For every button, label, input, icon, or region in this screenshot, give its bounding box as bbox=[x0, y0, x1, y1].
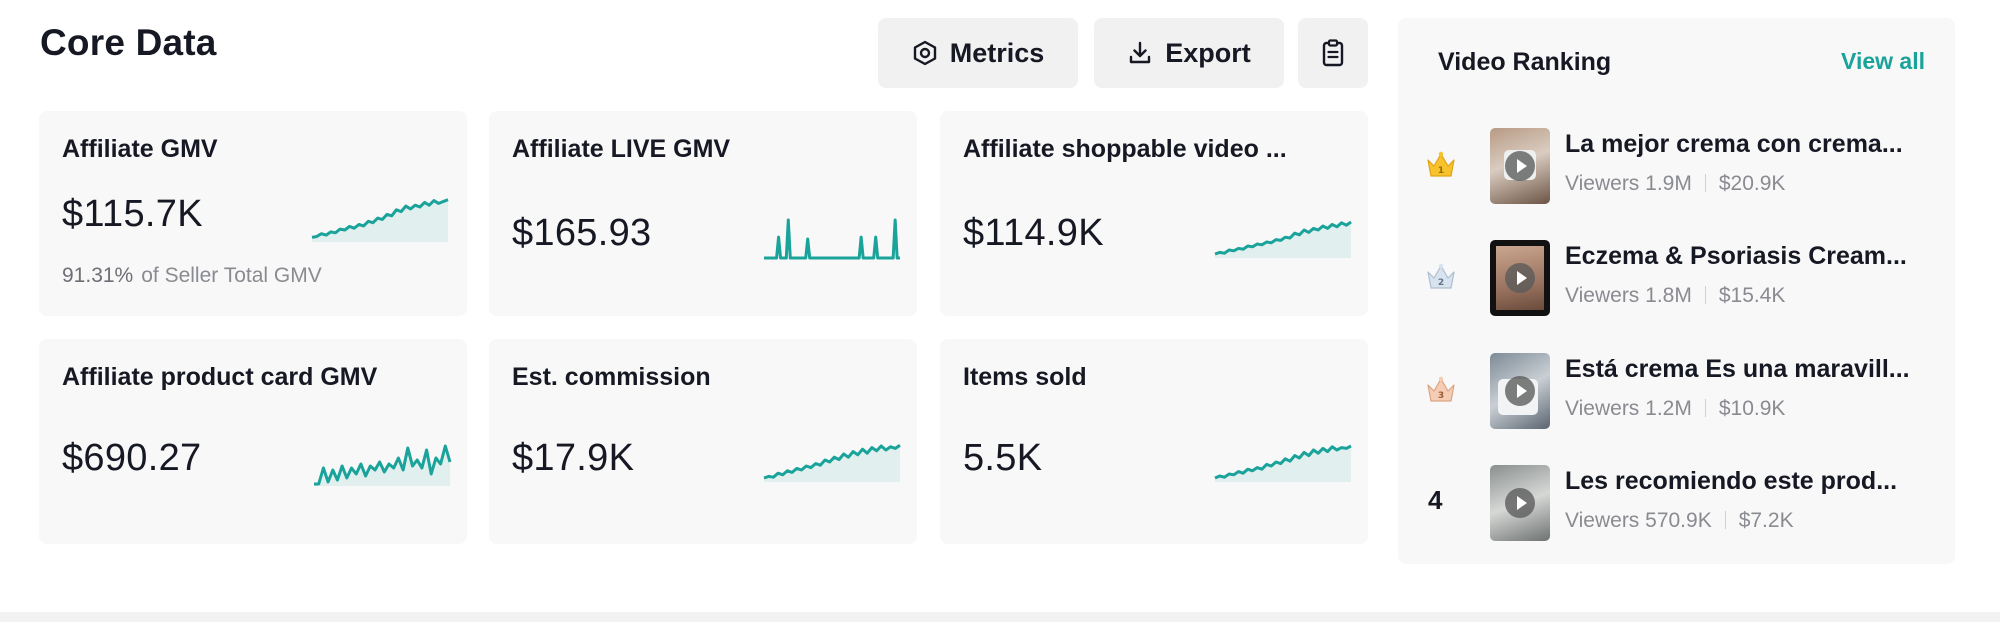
export-label: Export bbox=[1165, 37, 1251, 68]
video-stats: Viewers 1.8M $15.4K bbox=[1565, 284, 1785, 308]
video-title: Eczema & Psoriasis Cream... bbox=[1565, 242, 1907, 270]
trend-sparkline bbox=[314, 444, 452, 486]
divider bbox=[1704, 399, 1706, 417]
section-divider bbox=[0, 612, 2000, 622]
metrics-label: Metrics bbox=[949, 37, 1045, 68]
sparkline-line bbox=[1214, 444, 1352, 480]
ranking-item-4[interactable]: 4 Les recomiendo este prod... Viewers 57… bbox=[1398, 461, 1955, 545]
rank-number: 1 bbox=[1438, 166, 1444, 176]
metric-card-affiliate-product-card-gmv[interactable]: Affiliate product card GMV $690.27 bbox=[39, 339, 467, 544]
play-icon bbox=[1505, 263, 1535, 293]
video-thumbnail[interactable] bbox=[1490, 353, 1550, 429]
trend-sparkline bbox=[1214, 220, 1352, 258]
video-ranking-panel: Video Ranking View all 1 La mejor crema … bbox=[1398, 18, 1955, 564]
card-title: Est. commission bbox=[512, 363, 711, 391]
rank-number: 3 bbox=[1438, 391, 1444, 401]
ranking-item-1[interactable]: 1 La mejor crema con crema... Viewers 1.… bbox=[1398, 124, 1955, 208]
clipboard-icon bbox=[1320, 39, 1346, 67]
card-value: $114.9K bbox=[963, 212, 1104, 254]
video-title: La mejor crema con crema... bbox=[1565, 130, 1903, 158]
video-stats: Viewers 1.2M $10.9K bbox=[1565, 397, 1785, 421]
card-title: Affiliate LIVE GMV bbox=[512, 135, 731, 163]
sparkline-area bbox=[1215, 446, 1351, 482]
card-title: Affiliate product card GMV bbox=[62, 363, 378, 391]
ranking-item-3[interactable]: 3 Está crema Es una maravill... Viewers … bbox=[1398, 349, 1955, 433]
clipboard-button[interactable] bbox=[1298, 18, 1368, 88]
video-stats: Viewers 1.9M $20.9K bbox=[1565, 172, 1785, 196]
sparkline-line bbox=[1214, 220, 1352, 256]
trend-sparkline bbox=[763, 443, 901, 482]
card-subtext: 91.31% of Seller Total GMV bbox=[62, 264, 322, 288]
viewers-count: Viewers 1.8M bbox=[1565, 284, 1692, 307]
ranking-title: Video Ranking bbox=[1438, 48, 1612, 76]
card-title: Affiliate GMV bbox=[62, 135, 218, 163]
card-title: Items sold bbox=[963, 363, 1087, 391]
metric-card-affiliate-live-gmv[interactable]: Affiliate LIVE GMV $165.93 bbox=[489, 111, 917, 316]
video-stats: Viewers 570.9K $7.2K bbox=[1565, 509, 1794, 533]
viewers-count: Viewers 1.9M bbox=[1565, 172, 1692, 195]
trend-sparkline bbox=[1214, 444, 1352, 482]
trend-sparkline bbox=[764, 218, 900, 260]
divider bbox=[1724, 511, 1726, 529]
card-title: Affiliate shoppable video ... bbox=[963, 135, 1287, 163]
download-icon bbox=[1127, 40, 1153, 66]
video-thumbnail[interactable] bbox=[1490, 128, 1550, 204]
sparkline-area bbox=[312, 199, 448, 242]
revenue-value: $20.9K bbox=[1718, 172, 1786, 195]
silver-crown-icon: 2 bbox=[1424, 260, 1458, 294]
card-value: $17.9K bbox=[512, 437, 635, 479]
seller-share-label: of Seller Total GMV bbox=[141, 264, 322, 287]
ranking-item-2[interactable]: 2 Eczema & Psoriasis Cream... Viewers 1.… bbox=[1398, 236, 1955, 320]
viewers-count: Viewers 1.2M bbox=[1565, 397, 1692, 420]
gold-crown-icon: 1 bbox=[1424, 148, 1458, 182]
revenue-value: $7.2K bbox=[1738, 509, 1794, 532]
metrics-button[interactable]: Metrics bbox=[878, 18, 1078, 88]
divider bbox=[1704, 286, 1706, 304]
metrics-icon bbox=[912, 40, 938, 66]
seller-share-percent: 91.31% bbox=[62, 264, 134, 287]
trend-sparkline bbox=[311, 198, 449, 242]
export-button[interactable]: Export bbox=[1094, 18, 1284, 88]
metric-card-affiliate-gmv[interactable]: Affiliate GMV $115.7K 91.31% of Seller To… bbox=[39, 111, 467, 316]
bronze-crown-icon: 3 bbox=[1424, 373, 1458, 407]
revenue-value: $15.4K bbox=[1718, 284, 1786, 307]
viewers-count: Viewers 570.9K bbox=[1565, 509, 1712, 532]
page-title: Core Data bbox=[40, 22, 217, 63]
revenue-value: $10.9K bbox=[1718, 397, 1786, 420]
metric-card-affiliate-shoppable-video[interactable]: Affiliate shoppable video ... $114.9K bbox=[940, 111, 1368, 316]
video-title: Está crema Es una maravill... bbox=[1565, 355, 1910, 383]
sparkline-area bbox=[764, 445, 900, 482]
video-thumbnail[interactable] bbox=[1490, 240, 1550, 316]
rank-number: 2 bbox=[1438, 278, 1444, 288]
card-value: 5.5K bbox=[963, 437, 1043, 479]
play-icon bbox=[1505, 151, 1535, 181]
card-value: $165.93 bbox=[512, 212, 652, 254]
video-thumbnail[interactable] bbox=[1490, 465, 1550, 541]
play-icon bbox=[1505, 376, 1535, 406]
sparkline-line bbox=[314, 444, 452, 486]
metric-card-items-sold[interactable]: Items sold 5.5K bbox=[940, 339, 1368, 544]
card-value: $115.7K bbox=[62, 193, 203, 235]
video-title: Les recomiendo este prod... bbox=[1565, 467, 1898, 495]
play-icon bbox=[1505, 488, 1535, 518]
sparkline-line bbox=[764, 218, 900, 260]
view-all-link[interactable]: View all bbox=[1841, 48, 1925, 74]
sparkline-line bbox=[311, 198, 449, 239]
rank-number: 4 bbox=[1428, 485, 1443, 515]
sparkline-line bbox=[763, 443, 901, 480]
divider bbox=[1704, 174, 1706, 192]
card-value: $690.27 bbox=[62, 437, 202, 479]
metric-card-est-commission[interactable]: Est. commission $17.9K bbox=[489, 339, 917, 544]
